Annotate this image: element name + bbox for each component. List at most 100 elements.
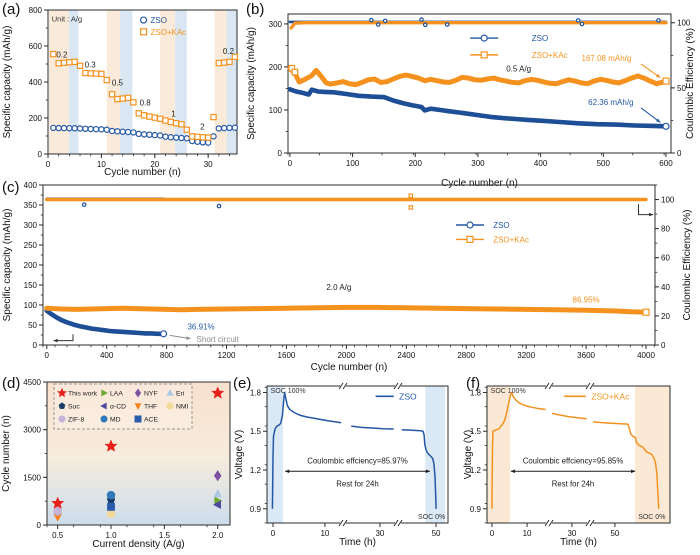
circle-marker — [183, 135, 191, 142]
y-tick-label: 1.5 — [250, 427, 262, 436]
circle-marker — [231, 124, 239, 131]
annotation-text: 36.91% — [187, 323, 214, 332]
y-tick-label: 250 — [24, 241, 38, 250]
x-tick-label: 10 — [97, 160, 106, 169]
panel-a: 0 10 20 30 0 200 400 600 800 Cycle number (n) Spec… — [0, 0, 243, 192]
tri-left-marker — [213, 500, 221, 510]
circle-marker — [146, 131, 153, 138]
legend-label: α-CD — [110, 404, 126, 411]
square-marker — [92, 70, 100, 77]
legend-marker — [466, 221, 474, 229]
y-tick-label: 1500 — [23, 473, 41, 482]
soc-band — [425, 386, 446, 523]
x-tick-label: 1.5 — [159, 531, 171, 540]
y-tick-label: 800 — [29, 6, 43, 15]
voltage-curve — [551, 412, 587, 420]
efficiency-annotation: Coulombic effciency=95.85% — [523, 456, 624, 465]
soc-band — [267, 386, 283, 523]
square-marker — [71, 58, 78, 66]
x-axis-title: Current density (A/g) — [92, 539, 184, 550]
panel-f-plot: 0 10 30 50 0.9 1.2 1.5 1.8 Time (h) Voltage (V) ZS… — [463, 382, 671, 548]
end-marker — [642, 308, 650, 316]
legend-marker — [58, 402, 66, 409]
capacity-series-zso — [287, 87, 669, 129]
square-marker — [226, 58, 233, 66]
arrow-head — [285, 469, 290, 474]
y-tick-label: 100 — [24, 301, 38, 310]
x-tick-label: 500 — [597, 159, 611, 168]
ce-outlier-marker — [216, 203, 222, 209]
y-tick-label: 1.8 — [250, 388, 262, 397]
panel-a-plot: 0 10 20 30 0 200 400 600 800 Cycle number (n) Spec… — [2, 6, 239, 178]
axis-indicator-arrow — [53, 334, 74, 342]
square-marker — [220, 59, 228, 66]
square-marker — [167, 118, 174, 126]
circle-marker — [71, 125, 78, 132]
circle-marker — [92, 125, 100, 133]
square-marker — [60, 59, 68, 66]
y-tick-label: 300 — [269, 20, 283, 29]
legend-label: THF — [144, 404, 157, 411]
circle-marker — [106, 490, 116, 500]
square-marker — [119, 95, 126, 102]
x-tick-label: 4000 — [637, 351, 655, 360]
circle-marker — [167, 134, 174, 141]
ce-outlier-marker — [408, 205, 414, 210]
star-marker — [211, 386, 225, 399]
square-marker — [172, 120, 180, 127]
y-tick-label: 150 — [24, 281, 38, 290]
legend-label: ZSO — [399, 391, 417, 401]
y-tick-label: 0 — [278, 149, 283, 158]
x-tick-label: 30 — [204, 160, 213, 169]
y-tick-label: 1.2 — [470, 466, 482, 475]
plot-frame — [287, 13, 672, 154]
square-marker — [151, 114, 158, 121]
square-marker — [130, 99, 137, 106]
rate-band — [214, 10, 227, 154]
x-axis-title: Cycle number (n) — [441, 178, 518, 189]
rate-label: 0.8 — [140, 99, 152, 108]
arrow-head — [631, 469, 636, 474]
circle-marker — [98, 126, 105, 133]
panel-f: 0 10 30 50 0.9 1.2 1.5 1.8 Time (h) Voltage (V) ZS… — [463, 374, 700, 555]
legend-label: ZSO+KAc — [493, 235, 529, 244]
circle-marker — [162, 133, 169, 140]
axis-break — [395, 383, 402, 389]
series-zif-8 — [53, 507, 62, 516]
axis-indicator-arrow — [638, 204, 654, 216]
panel-c-plot: 0 400 800 1200 1600 2000 2400 2800 3200 3600 40000… — [2, 181, 693, 373]
square-marker — [50, 50, 57, 58]
axis-break — [546, 520, 553, 526]
rate-label: 0.3 — [85, 60, 97, 69]
x-tick-label: 0 — [46, 160, 51, 169]
rate-band — [49, 10, 69, 154]
y-tick-label: 200 — [29, 114, 43, 123]
rate-band — [175, 10, 187, 154]
legend-marker — [134, 388, 142, 398]
legend-label: ZSO+KAc — [532, 51, 568, 60]
panel-d-label: (d) — [2, 375, 21, 392]
star-marker — [51, 496, 65, 509]
ce-outlier-marker — [81, 202, 87, 207]
square-marker — [204, 134, 212, 141]
x-tick-label: 0 — [45, 351, 50, 360]
circle-marker — [66, 125, 73, 132]
series-ace — [107, 502, 115, 511]
x-tick-label: 1200 — [218, 351, 236, 360]
ce-outlier-marker — [369, 17, 374, 23]
series-zso-kac — [50, 50, 239, 141]
rest-annotation: Rest for 24h — [336, 480, 378, 489]
y-tick-label: 0 — [38, 150, 43, 159]
series-this-work — [51, 386, 225, 509]
square-marker — [98, 70, 105, 78]
x-tick-label: 50 — [432, 529, 441, 538]
star-marker — [104, 439, 118, 452]
x-tick-label: 200 — [409, 159, 423, 168]
ce-outlier-marker — [375, 22, 381, 27]
square-marker — [146, 113, 153, 120]
rate-band — [106, 10, 121, 154]
circle-marker — [226, 124, 233, 132]
voltage-curve — [491, 391, 546, 509]
tri-up-marker — [213, 489, 223, 498]
